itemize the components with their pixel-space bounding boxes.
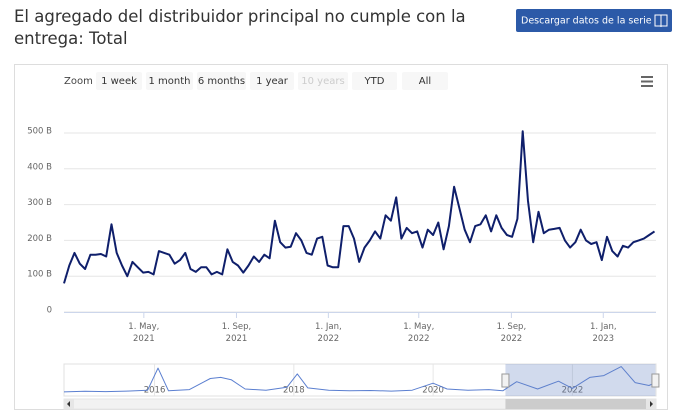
chart-frame — [14, 64, 668, 410]
range-button-label[interactable]: 1 week — [101, 76, 137, 87]
range-button[interactable] — [197, 72, 246, 90]
navigator-handle[interactable] — [501, 373, 510, 388]
y-tick-label: 500 B — [27, 127, 52, 137]
range-button-label: 10 years — [301, 76, 344, 87]
range-button[interactable] — [96, 72, 142, 90]
x-tick-label: 1. Jan, 2023 — [590, 322, 617, 344]
range-button[interactable] — [352, 72, 397, 90]
x-tick-label: 1. May, 2022 — [403, 322, 434, 344]
navigator-tick-label: 2016 — [144, 386, 166, 396]
range-button[interactable] — [402, 72, 448, 90]
data-line — [63, 130, 656, 284]
range-button[interactable] — [250, 72, 294, 90]
range-button-label[interactable]: YTD — [364, 76, 385, 87]
range-button-label[interactable]: 1 year — [256, 76, 289, 87]
y-tick-label: 100 B — [27, 270, 52, 280]
navigator-selection[interactable] — [505, 364, 656, 396]
navigator-tick-label: 2022 — [562, 386, 584, 396]
navigator-tick-label: 2020 — [422, 386, 444, 396]
download-button-label[interactable]: Descargar datos de la serie — [521, 16, 652, 27]
export-menu[interactable] — [641, 76, 653, 87]
navigator-handle[interactable] — [651, 373, 660, 388]
arrow-left — [67, 401, 70, 407]
download-icon — [654, 14, 668, 27]
x-tick-label: 1. Sep, 2022 — [497, 322, 527, 344]
chart-title: El agregado del distribuidor principal n… — [14, 7, 466, 48]
zoom-label: Zoom — [64, 76, 93, 87]
x-tick-label: 1. May, 2021 — [128, 322, 159, 344]
x-tick-label: 1. Jan, 2022 — [315, 322, 342, 344]
y-tick-label: 400 B — [27, 162, 52, 172]
data-line — [63, 366, 655, 393]
scrollbar-thumb[interactable] — [505, 399, 656, 409]
x-tick-label: 1. Sep, 2021 — [222, 322, 252, 344]
range-button-label[interactable]: 1 month — [149, 76, 191, 87]
range-button — [298, 72, 348, 90]
range-button-label[interactable]: 6 months — [198, 76, 245, 87]
range-button[interactable] — [146, 72, 193, 90]
y-tick-label: 300 B — [27, 198, 52, 208]
download-button[interactable] — [516, 9, 672, 32]
y-tick-label: 200 B — [27, 234, 52, 244]
navigator-tick-label: 2018 — [283, 386, 305, 396]
range-button-label[interactable]: All — [419, 76, 431, 87]
arrow-right — [650, 401, 653, 407]
icon-book — [654, 14, 668, 27]
y-tick-label: 0 — [47, 306, 52, 316]
